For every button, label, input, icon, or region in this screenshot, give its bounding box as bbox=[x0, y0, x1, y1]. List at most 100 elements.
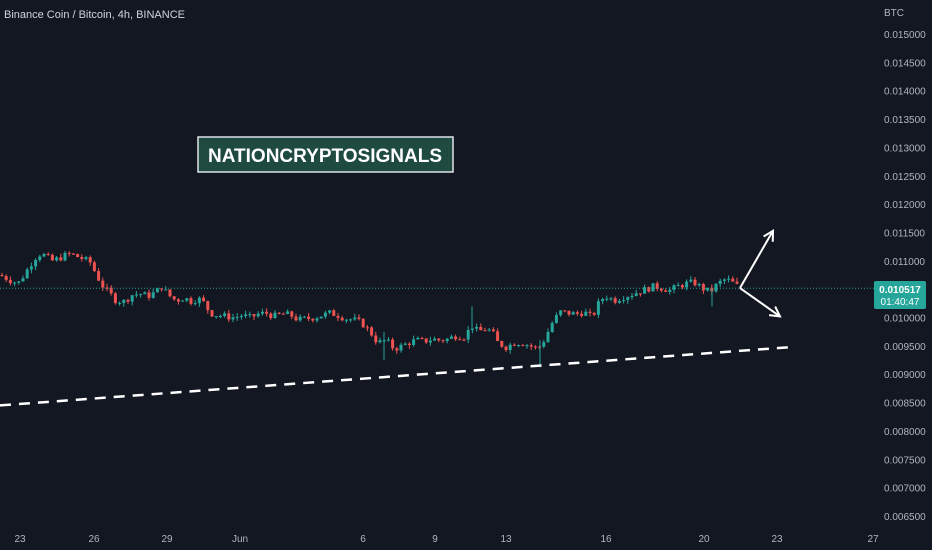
x-tick-label: 13 bbox=[500, 534, 512, 545]
candle-body bbox=[231, 317, 235, 320]
arrow-down-head bbox=[768, 306, 782, 318]
candle-body bbox=[294, 316, 298, 321]
candle-body bbox=[223, 313, 227, 317]
candle-body bbox=[42, 253, 46, 257]
y-tick-label: 0.014500 bbox=[884, 58, 926, 69]
candle-body bbox=[118, 302, 122, 304]
candle-body bbox=[441, 340, 445, 342]
candle-body bbox=[638, 293, 642, 295]
candle-body bbox=[34, 260, 38, 267]
candle-body bbox=[202, 297, 206, 302]
y-tick-label: 0.007000 bbox=[884, 484, 926, 495]
candle-body bbox=[529, 345, 533, 347]
candle-body bbox=[126, 300, 130, 302]
y-tick-label: 0.013000 bbox=[884, 143, 926, 154]
candle-body bbox=[701, 284, 705, 291]
candle-body bbox=[147, 292, 151, 298]
y-tick-label: 0.008000 bbox=[884, 427, 926, 438]
candle-body bbox=[424, 338, 428, 343]
candle-body bbox=[601, 299, 605, 302]
candle-body bbox=[626, 297, 630, 301]
candle-body bbox=[458, 339, 462, 341]
candle-body bbox=[651, 283, 655, 292]
candle-body bbox=[101, 280, 105, 288]
candle-body bbox=[433, 338, 437, 341]
candle-body bbox=[580, 313, 584, 316]
candle-body bbox=[470, 328, 474, 330]
last-price-label: 0.010517 01:40:47 bbox=[874, 281, 926, 309]
candle-body bbox=[319, 316, 323, 319]
candle-body bbox=[735, 281, 739, 284]
candle-body bbox=[571, 312, 575, 315]
candle-body bbox=[172, 296, 176, 300]
candle-body bbox=[38, 256, 42, 261]
candle-body bbox=[55, 257, 59, 261]
candle-body bbox=[134, 294, 138, 296]
candle-body bbox=[731, 278, 735, 282]
candle-body bbox=[722, 279, 726, 281]
y-tick-label: 0.006500 bbox=[884, 512, 926, 523]
candle-body bbox=[521, 345, 525, 347]
candle-body bbox=[63, 252, 67, 261]
candle-body bbox=[214, 316, 218, 318]
y-tick-label: 0.013500 bbox=[884, 115, 926, 126]
x-tick-label: 27 bbox=[867, 534, 879, 545]
candle-body bbox=[59, 257, 63, 261]
candle-body bbox=[554, 315, 558, 323]
candle-body bbox=[151, 292, 155, 298]
candle-body bbox=[609, 298, 613, 300]
chart-title: Binance Coin / Bitcoin, 4h, BINANCE bbox=[4, 9, 185, 21]
candle-body bbox=[176, 299, 180, 302]
y-tick-label: 0.012500 bbox=[884, 172, 926, 183]
candle-body bbox=[378, 340, 382, 343]
candle-body bbox=[420, 337, 424, 339]
candle-body bbox=[269, 313, 273, 319]
candle-body bbox=[113, 293, 117, 304]
candle-body bbox=[584, 311, 588, 316]
candle-body bbox=[277, 312, 281, 314]
time-axis[interactable]: 23 26 29 Jun 6 9 13 16 20 23 27 bbox=[14, 534, 879, 545]
candle-body bbox=[76, 253, 80, 258]
candle-body bbox=[399, 344, 403, 351]
candle-body bbox=[265, 311, 269, 314]
candle-body bbox=[105, 287, 109, 289]
x-tick-label: 6 bbox=[360, 534, 366, 545]
candle-body bbox=[25, 269, 29, 279]
candle-body bbox=[155, 288, 159, 293]
candle-body bbox=[84, 257, 88, 260]
candle-body bbox=[668, 289, 672, 292]
banner-text: NATIONCRYPTOSIGNALS bbox=[208, 146, 442, 167]
candle-body bbox=[466, 329, 470, 340]
arrow-down[interactable] bbox=[739, 287, 781, 318]
candle-body bbox=[525, 345, 529, 347]
candle-body bbox=[655, 283, 659, 289]
y-tick-label: 0.007500 bbox=[884, 455, 926, 466]
candle-body bbox=[588, 311, 592, 313]
candle-body bbox=[487, 329, 491, 331]
candle-body bbox=[370, 327, 374, 336]
x-tick-label: 23 bbox=[771, 534, 783, 545]
candle-body bbox=[672, 285, 676, 290]
candle-body bbox=[617, 301, 621, 303]
axis-currency-label: BTC bbox=[884, 8, 904, 19]
candle-body bbox=[273, 312, 277, 319]
x-tick-label: 9 bbox=[432, 534, 438, 545]
arrow-up[interactable] bbox=[739, 230, 774, 289]
candle-body bbox=[386, 339, 390, 341]
candle-body bbox=[181, 300, 185, 302]
candle-body bbox=[67, 252, 71, 254]
candle-body bbox=[290, 311, 294, 317]
candle-body bbox=[227, 313, 231, 320]
candle-body bbox=[143, 292, 147, 295]
candle-body bbox=[395, 348, 399, 351]
candle-body bbox=[622, 300, 626, 302]
candle-body bbox=[483, 330, 487, 332]
candle-body bbox=[542, 342, 546, 347]
x-tick-label: 29 bbox=[161, 534, 173, 545]
candle-body bbox=[0, 275, 4, 277]
scenario-arrows[interactable] bbox=[739, 228, 782, 318]
candle-body bbox=[416, 337, 420, 340]
candle-body bbox=[281, 313, 285, 315]
